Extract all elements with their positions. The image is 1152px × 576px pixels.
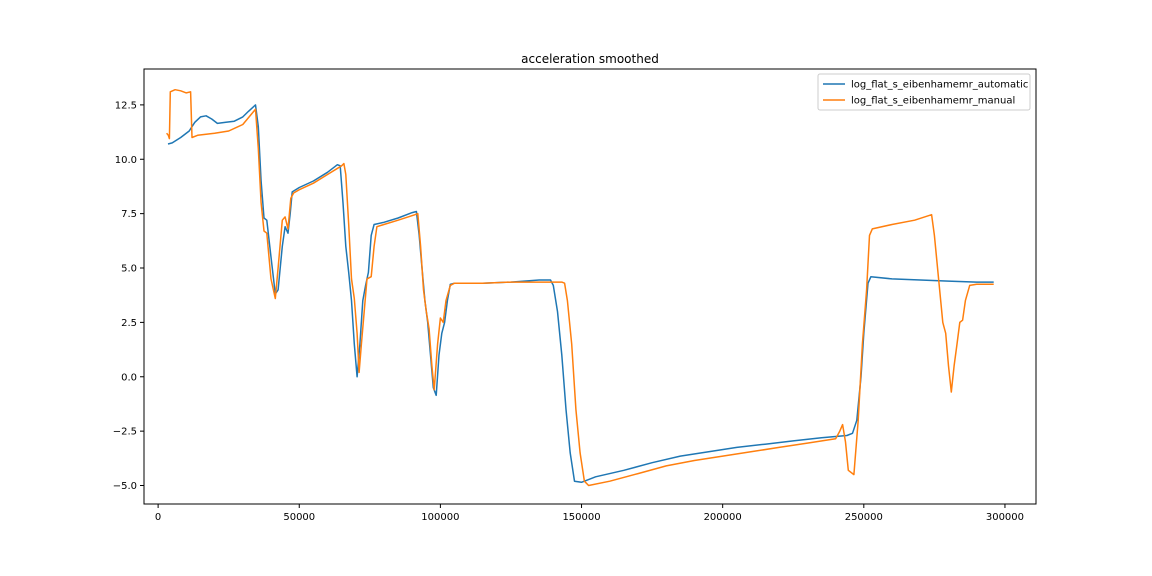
legend-label: log_flat_s_eibenhamemr_automatic bbox=[851, 80, 1028, 91]
y-axis: −5.0 −2.5 0.0 2.5 5.0 7.5 10.0 12.5 bbox=[113, 100, 144, 492]
y-tick-label: −2.5 bbox=[113, 427, 137, 438]
series-layer bbox=[166, 88, 994, 487]
plot-frame bbox=[143, 68, 1037, 505]
y-tick-label: 5.0 bbox=[121, 264, 137, 275]
x-tick-label: 300000 bbox=[986, 512, 1024, 523]
chart-title: acceleration smoothed bbox=[521, 52, 659, 66]
x-tick-label: 250000 bbox=[845, 512, 883, 523]
y-tick-label: 12.5 bbox=[115, 100, 137, 111]
y-tick-label: 2.5 bbox=[121, 318, 137, 329]
legend-label: log_flat_s_eibenhamemr_manual bbox=[851, 96, 1015, 107]
y-tick-label: 7.5 bbox=[121, 209, 137, 220]
plot-area bbox=[143, 68, 1037, 505]
y-tick-label: −5.0 bbox=[113, 481, 137, 492]
legend-box bbox=[817, 73, 1031, 111]
x-tick-label: 100000 bbox=[421, 512, 459, 523]
x-tick-label: 200000 bbox=[704, 512, 742, 523]
x-tick-label: 150000 bbox=[562, 512, 600, 523]
y-tick-label: 10.0 bbox=[115, 155, 137, 166]
x-tick-label: 0 bbox=[155, 512, 161, 523]
series-line-automatic bbox=[167, 104, 994, 484]
x-tick-label: 50000 bbox=[283, 512, 315, 523]
legend: log_flat_s_eibenhamemr_automatic log_flat… bbox=[817, 73, 1031, 111]
x-axis: 0 50000 100000 150000 200000 250000 300000 bbox=[155, 504, 1024, 523]
y-tick-label: 0.0 bbox=[121, 372, 137, 383]
series-line-manual bbox=[166, 88, 994, 487]
